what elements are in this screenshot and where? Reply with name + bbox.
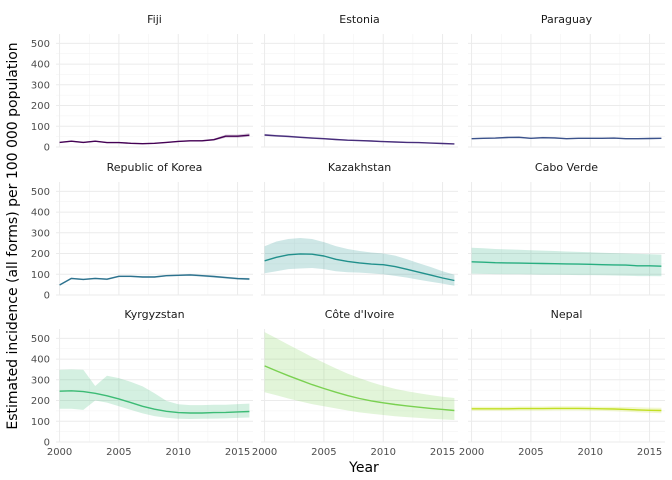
facet-kyrgyzstan: Kyrgyzstan 0 100 200 300 400 500 2000 2005 2010 20… — [31, 308, 253, 458]
y-tick-label: 100 — [31, 417, 50, 428]
y-tick-label: 400 — [31, 355, 50, 366]
series-line — [59, 134, 250, 145]
uncertainty-band — [264, 238, 455, 286]
y-tick-label: 0 — [44, 438, 50, 449]
x-tick-label: 2010 — [578, 447, 603, 458]
y-tick-label: 100 — [31, 270, 50, 281]
facet-title: Cabo Verde — [535, 161, 598, 174]
facet-kazakhstan: Kazakhstan — [261, 161, 458, 296]
x-tick-label: 2015 — [430, 447, 455, 458]
facet-title: Fiji — [147, 13, 162, 26]
x-tick-label: 2015 — [637, 447, 662, 458]
facet-paraguay: Paraguay — [468, 13, 665, 148]
x-tick-label: 2015 — [225, 447, 250, 458]
facet-nepal: Nepal 2000 2005 2010 2015 — [459, 308, 665, 458]
x-tick-label: 2010 — [166, 447, 191, 458]
series-line — [264, 134, 455, 145]
y-tick-label: 400 — [31, 60, 50, 71]
series-line — [471, 136, 662, 140]
x-tick-label: 2005 — [518, 447, 543, 458]
series-line — [59, 390, 250, 414]
x-tick-label: 2000 — [459, 447, 484, 458]
series-line — [471, 261, 662, 267]
uncertainty-band — [264, 332, 455, 420]
y-axis-title: Estimated incidence (all forms) per 100 … — [5, 42, 21, 429]
x-tick-label: 2010 — [371, 447, 396, 458]
facet-estonia: Estonia — [261, 13, 458, 148]
y-tick-label: 500 — [31, 39, 50, 50]
facet-cabo-verde: Cabo Verde — [468, 161, 665, 296]
y-tick-label: 200 — [31, 396, 50, 407]
y-tick-label: 500 — [31, 334, 50, 345]
x-tick-label: 2005 — [311, 447, 336, 458]
facet-title: Paraguay — [541, 13, 593, 26]
y-tick-label: 200 — [31, 249, 50, 260]
y-tick-label: 300 — [31, 80, 50, 91]
series-line — [264, 365, 455, 412]
facet-c-te-d-ivoire: Côte d'Ivoire 2000 2005 2010 2015 — [252, 308, 458, 458]
y-tick-label: 0 — [44, 143, 50, 154]
facet-title: Côte d'Ivoire — [325, 308, 395, 321]
x-axis-title: Year — [348, 460, 379, 476]
facet-title: Kazakhstan — [328, 161, 391, 174]
series-line — [59, 274, 250, 286]
facet-title: Republic of Korea — [107, 161, 203, 174]
facet-title: Estonia — [339, 13, 380, 26]
x-tick-label: 2000 — [47, 447, 72, 458]
series-line — [471, 407, 662, 412]
facet-title: Nepal — [551, 308, 583, 321]
series-line — [264, 253, 455, 282]
x-tick-label: 2005 — [106, 447, 131, 458]
facet-republic-of-korea: Republic of Korea 0 100 200 300 400 500 — [31, 161, 253, 302]
facet-title: Kyrgyzstan — [124, 308, 184, 321]
uncertainty-band — [59, 369, 250, 419]
y-tick-label: 0 — [44, 291, 50, 302]
y-tick-label: 100 — [31, 122, 50, 133]
x-tick-label: 2000 — [252, 447, 277, 458]
y-tick-label: 200 — [31, 101, 50, 112]
y-tick-label: 400 — [31, 208, 50, 219]
uncertainty-band — [59, 273, 250, 286]
y-tick-label: 500 — [31, 187, 50, 198]
y-tick-label: 300 — [31, 228, 50, 239]
facet-fiji: Fiji 0 100 200 300 400 500 — [31, 13, 253, 154]
y-tick-label: 300 — [31, 375, 50, 386]
uncertainty-band — [471, 247, 662, 277]
